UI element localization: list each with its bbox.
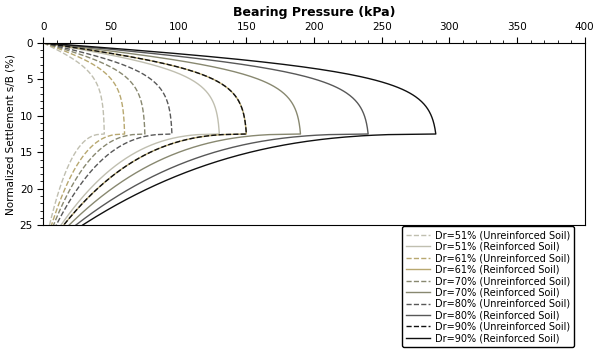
X-axis label: Bearing Pressure (kPa): Bearing Pressure (kPa) (233, 6, 395, 19)
Legend: Dr=51% (Unreinforced Soil), Dr=51% (Reinforced Soil), Dr=61% (Unreinforced Soil): Dr=51% (Unreinforced Soil), Dr=51% (Rein… (402, 226, 574, 347)
Y-axis label: Normalized Settlement s/B (%): Normalized Settlement s/B (%) (5, 53, 16, 214)
